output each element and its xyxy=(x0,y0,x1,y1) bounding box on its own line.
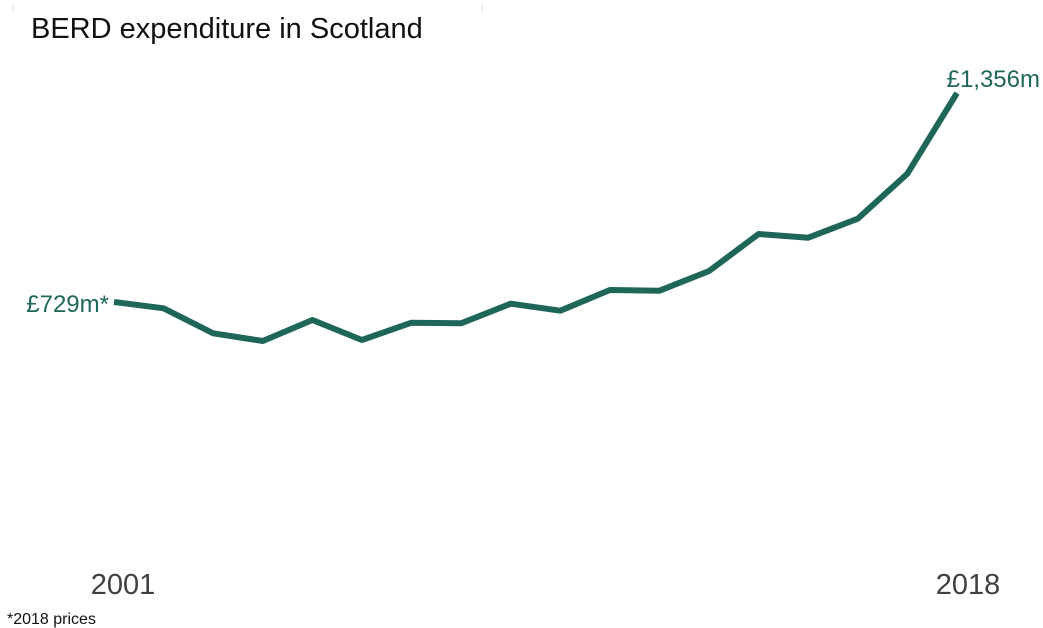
data-point xyxy=(409,320,415,326)
data-point xyxy=(904,171,910,177)
data-point xyxy=(706,268,712,274)
data-point xyxy=(260,338,266,344)
chart-title: BERD expenditure in Scotland xyxy=(31,13,423,45)
label-layer: £729m* £1,356m xyxy=(26,66,1040,318)
data-point xyxy=(210,330,216,336)
series-line xyxy=(113,91,960,344)
data-point xyxy=(805,235,811,241)
x-tick-label: 2001 xyxy=(91,569,156,601)
start-value-label: £729m* xyxy=(26,291,109,318)
data-point xyxy=(458,320,464,326)
data-point xyxy=(607,287,613,293)
end-value-label: £1,356m xyxy=(947,66,1040,93)
data-point xyxy=(161,305,167,311)
data-point xyxy=(756,231,762,237)
data-point xyxy=(111,299,117,305)
data-point xyxy=(855,216,861,222)
x-tick-label: 2018 xyxy=(936,569,1001,601)
data-point xyxy=(309,317,315,323)
x-axis-ticks: 2001 2018 xyxy=(91,569,1001,601)
data-point xyxy=(557,308,563,314)
data-point xyxy=(359,337,365,343)
footnote: *2018 prices xyxy=(7,611,96,628)
series-layer xyxy=(111,91,960,344)
data-point xyxy=(657,288,663,294)
data-point xyxy=(508,301,514,307)
